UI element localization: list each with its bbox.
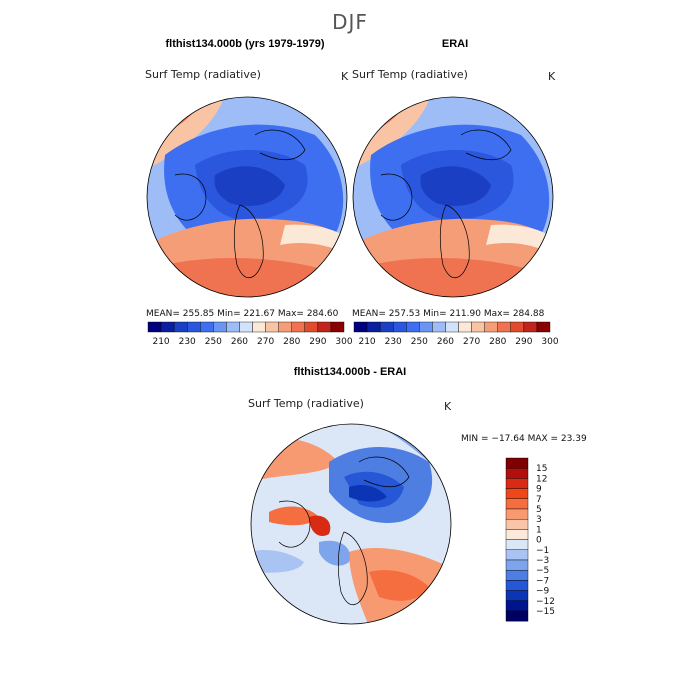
model-polar-map <box>146 96 348 298</box>
obs-colorbar-swatch <box>432 321 446 333</box>
obs-colorbar-tick-label: 280 <box>489 337 506 347</box>
obs-colorbar-swatch <box>353 321 368 333</box>
obs-colorbar-tick-label: 230 <box>385 337 402 347</box>
diff-colorbar-tick-label: −7 <box>536 576 549 586</box>
diff-colorbar-swatch <box>505 559 529 571</box>
diff-colorbar-swatch <box>505 508 529 520</box>
diff-colorbar-tick-label: 9 <box>536 485 542 495</box>
model-variable-label: Surf Temp (radiative) <box>145 68 261 81</box>
diff-colorbar-tick-label: 5 <box>536 505 542 515</box>
model-colorbar-swatch <box>252 321 266 333</box>
obs-colorbar-swatch <box>445 321 459 333</box>
diff-colorbar-tick-label: 15 <box>536 464 547 474</box>
obs-colorbar-tick-label: 270 <box>463 337 480 347</box>
obs-colorbar-swatch <box>406 321 420 333</box>
diff-polar-map <box>250 423 452 625</box>
diff-colorbar-swatch <box>505 519 529 530</box>
obs-colorbar: 210 230 250 260 270 280 290 300 <box>353 321 559 347</box>
model-colorbar-swatch <box>265 321 279 333</box>
obs-colorbar-swatch <box>523 321 538 333</box>
obs-colorbar-tick-label: 290 <box>515 337 532 347</box>
diff-colorbar-tick-label: −5 <box>536 566 549 576</box>
diff-colorbar-swatch <box>505 457 529 469</box>
obs-colorbar-tick-label: 260 <box>437 337 454 347</box>
diff-colorbar-swatch <box>505 580 529 591</box>
obs-colorbar-tick-label: 210 <box>358 337 375 347</box>
obs-units-label: K <box>548 70 556 83</box>
model-colorbar-swatch <box>291 321 306 333</box>
obs-colorbar-swatch <box>471 321 485 333</box>
obs-colorbar-tick-label: 300 <box>541 337 558 347</box>
model-colorbar: 210 230 250 260 270 280 290 300 <box>147 321 353 347</box>
obs-stats: MEAN= 257.53 Min= 211.90 Max= 284.88 <box>352 309 545 319</box>
obs-colorbar-swatch <box>419 321 433 333</box>
diff-colorbar-tick-label: −12 <box>536 597 555 607</box>
model-colorbar-swatch <box>187 321 201 333</box>
diff-colorbar-swatch <box>505 610 529 622</box>
model-colorbar-tick-label: 230 <box>179 337 196 347</box>
diff-stats: MIN = −17.64 MAX = 23.39 <box>461 434 587 444</box>
obs-variable-label: Surf Temp (radiative) <box>352 68 468 81</box>
diff-colorbar-swatch <box>505 569 529 581</box>
diff-colorbar-swatch <box>505 488 529 500</box>
diff-colorbar-swatch <box>505 590 529 602</box>
obs-polar-map <box>352 96 554 298</box>
diff-colorbar-tick-label: 1 <box>536 525 542 535</box>
model-colorbar-tick-label: 250 <box>205 337 222 347</box>
model-colorbar-tick-label: 270 <box>257 337 274 347</box>
diff-colorbar-swatch <box>505 539 529 550</box>
model-colorbar-swatch <box>160 321 175 333</box>
model-colorbar-swatch <box>317 321 332 333</box>
model-colorbar-tick-label: 290 <box>309 337 326 347</box>
obs-colorbar-swatch <box>379 321 394 333</box>
diff-colorbar-swatch <box>505 478 529 489</box>
diff-panel-subtitle: flthist134.000b - ERAI <box>293 366 407 378</box>
model-units-label: K <box>341 70 349 83</box>
model-colorbar-swatch <box>226 321 240 333</box>
obs-colorbar-tick-label: 250 <box>411 337 428 347</box>
model-panel-subtitle: flthist134.000b (yrs 1979-1979) <box>165 38 325 50</box>
model-colorbar-swatch <box>147 321 162 333</box>
model-colorbar-swatch <box>278 321 292 333</box>
diff-colorbar-swatch <box>505 529 529 540</box>
model-stats: MEAN= 255.85 Min= 221.67 Max= 284.60 <box>146 309 339 319</box>
obs-colorbar-swatch <box>484 321 498 333</box>
obs-colorbar-swatch <box>510 321 525 333</box>
diff-colorbar-swatch <box>505 549 529 561</box>
diff-colorbar-tick-label: −9 <box>536 587 550 597</box>
model-colorbar-tick-label: 280 <box>283 337 300 347</box>
diff-colorbar-swatch <box>505 600 529 612</box>
model-colorbar-swatch <box>304 321 319 333</box>
obs-colorbar-swatch <box>536 321 551 333</box>
diff-colorbar-tick-label: −3 <box>536 556 549 566</box>
diff-colorbar-tick-label: 0 <box>536 536 542 546</box>
page-title: DJF <box>332 10 368 34</box>
diff-variable-label: Surf Temp (radiative) <box>248 397 364 410</box>
obs-colorbar-swatch <box>393 321 407 333</box>
diff-colorbar-swatch <box>505 467 529 479</box>
obs-panel-subtitle: ERAI <box>441 38 469 50</box>
model-colorbar-tick-label: 260 <box>231 337 248 347</box>
model-colorbar-swatch <box>173 321 188 333</box>
diff-colorbar-tick-label: 7 <box>536 495 542 505</box>
obs-colorbar-swatch <box>497 321 512 333</box>
model-colorbar-swatch <box>330 321 345 333</box>
diff-colorbar-swatch <box>505 498 529 510</box>
diff-colorbar-tick-label: 3 <box>536 515 542 525</box>
diff-colorbar-tick-label: −1 <box>536 546 549 556</box>
model-colorbar-tick-label: 300 <box>335 337 352 347</box>
diff-units-label: K <box>444 400 452 413</box>
model-colorbar-swatch <box>213 321 227 333</box>
model-colorbar-tick-label: 210 <box>152 337 169 347</box>
diff-colorbar-tick-label: 12 <box>536 474 547 484</box>
model-colorbar-swatch <box>239 321 253 333</box>
obs-colorbar-swatch <box>458 321 472 333</box>
diff-colorbar-tick-label: −15 <box>536 607 555 617</box>
model-colorbar-swatch <box>200 321 214 333</box>
obs-colorbar-swatch <box>366 321 381 333</box>
